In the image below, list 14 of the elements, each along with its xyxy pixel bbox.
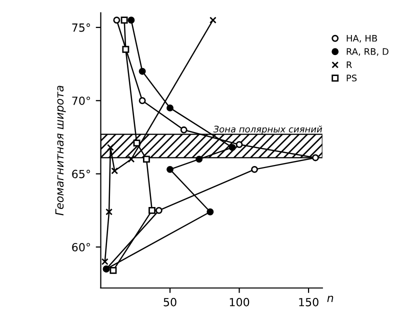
legend-label: RA, RB, D bbox=[346, 48, 388, 56]
x-tick-label: 150 bbox=[299, 298, 318, 306]
y-tick-label: 65° bbox=[72, 170, 90, 178]
y-tick-label: 70° bbox=[72, 96, 90, 106]
x-tick-label: 50 bbox=[164, 298, 176, 306]
y-axis-title: Геомагнитная широта bbox=[55, 86, 66, 216]
legend-label: PS bbox=[346, 74, 357, 82]
y-tick-label: 60° bbox=[72, 242, 90, 252]
y-tick-label: 75° bbox=[72, 23, 90, 32]
band-label: Зона полярных сияний bbox=[213, 126, 322, 134]
legend-label: R bbox=[346, 61, 352, 68]
x-tick-label: 100 bbox=[230, 298, 250, 306]
legend-label: HA, HB bbox=[346, 34, 377, 43]
x-axis-title: n bbox=[327, 296, 334, 302]
